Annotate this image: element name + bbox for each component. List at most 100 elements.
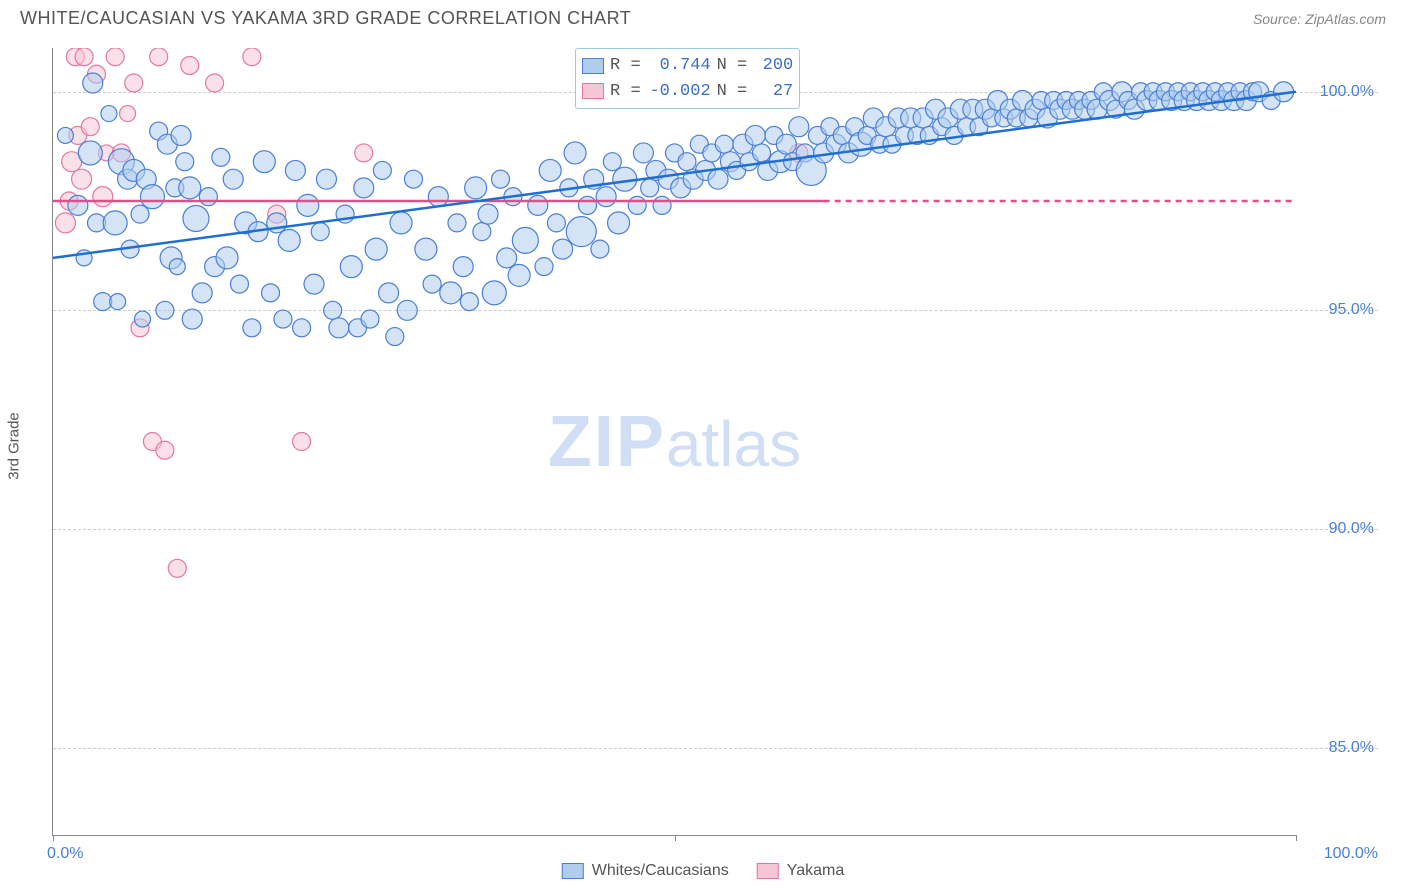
data-point: [57, 127, 73, 143]
data-point: [274, 310, 292, 328]
data-point: [285, 160, 305, 180]
xtick-mark: [675, 835, 676, 841]
data-point: [81, 118, 99, 136]
data-point: [473, 223, 491, 241]
data-point: [134, 311, 150, 327]
data-point: [176, 153, 194, 171]
data-point: [535, 258, 553, 276]
data-point: [75, 48, 93, 66]
stats-legend-box: R = 0.744 N = 200 R = -0.002 N = 27: [575, 48, 800, 109]
data-point: [453, 257, 473, 277]
data-point: [678, 153, 696, 171]
data-point: [156, 441, 174, 459]
bottom-legend: Whites/Caucasians Yakama: [562, 862, 844, 880]
data-point: [150, 48, 168, 66]
xtick-mark: [1296, 835, 1297, 841]
ytick-label: 100.0%: [1304, 83, 1378, 101]
data-point: [230, 275, 248, 293]
data-point: [528, 195, 548, 215]
data-point: [94, 293, 112, 311]
data-point: [278, 229, 300, 251]
data-point: [448, 214, 466, 232]
data-point: [361, 310, 379, 328]
data-point: [110, 294, 126, 310]
data-point: [304, 274, 324, 294]
r-value-blue: 0.744: [647, 53, 711, 79]
data-point: [183, 206, 209, 232]
data-point: [72, 169, 92, 189]
legend-swatch-blue: [582, 58, 604, 74]
data-point: [171, 125, 191, 145]
data-point: [653, 196, 671, 214]
data-point: [386, 328, 404, 346]
data-point: [179, 177, 201, 199]
data-point: [340, 256, 362, 278]
data-point: [243, 48, 261, 66]
n-label: N =: [717, 79, 748, 105]
data-point: [482, 281, 506, 305]
r-value-pink: -0.002: [647, 79, 711, 105]
n-value-pink: 27: [753, 79, 793, 105]
data-point: [216, 247, 238, 269]
data-point: [293, 433, 311, 451]
data-point: [428, 187, 448, 207]
data-point: [553, 239, 573, 259]
data-point: [633, 143, 653, 163]
data-point: [512, 227, 538, 253]
data-point: [547, 214, 565, 232]
data-point: [355, 144, 373, 162]
plot-region: R = 0.744 N = 200 R = -0.002 N = 27 ZIPa…: [52, 48, 1378, 836]
y-axis-label: 3rd Grade: [6, 412, 23, 480]
legend-item-pink: Yakama: [757, 862, 845, 880]
data-point: [206, 74, 224, 92]
data-point: [365, 238, 387, 260]
data-point: [131, 205, 149, 223]
data-point: [379, 283, 399, 303]
swatch-icon: [562, 863, 584, 879]
data-point: [93, 187, 113, 207]
ytick-label: 95.0%: [1304, 301, 1378, 319]
data-point: [293, 319, 311, 337]
data-point: [596, 187, 616, 207]
legend-item-blue: Whites/Caucasians: [562, 862, 729, 880]
data-point: [253, 151, 275, 173]
data-point: [297, 194, 319, 216]
data-point: [478, 204, 498, 224]
data-point: [120, 106, 136, 122]
data-point: [404, 170, 422, 188]
data-point: [641, 179, 659, 197]
r-label: R =: [610, 79, 641, 105]
data-point: [578, 196, 596, 214]
n-label: N =: [717, 53, 748, 79]
r-label: R =: [610, 53, 641, 79]
data-point: [316, 169, 336, 189]
data-point: [329, 318, 349, 338]
data-point: [140, 185, 164, 209]
data-point: [440, 282, 462, 304]
data-point: [106, 48, 124, 66]
data-point: [354, 178, 374, 198]
data-point: [311, 223, 329, 241]
data-point: [103, 211, 127, 235]
data-point: [708, 169, 728, 189]
data-point: [497, 248, 517, 268]
data-point: [156, 301, 174, 319]
data-point: [715, 135, 733, 153]
data-point: [169, 259, 185, 275]
stats-row-blue: R = 0.744 N = 200: [582, 53, 793, 79]
data-point: [460, 293, 478, 311]
source-label: Source: ZipAtlas.com: [1253, 11, 1386, 27]
data-point: [78, 141, 102, 165]
swatch-icon: [757, 863, 779, 879]
ytick-label: 90.0%: [1304, 520, 1378, 538]
data-point: [373, 161, 391, 179]
plot-area: R = 0.744 N = 200 R = -0.002 N = 27 ZIPa…: [52, 48, 1296, 836]
ytick-label: 85.0%: [1304, 739, 1378, 757]
data-point: [564, 142, 586, 164]
data-point: [324, 301, 342, 319]
data-point: [68, 195, 88, 215]
data-point: [539, 159, 561, 181]
xtick-label-left: 0.0%: [47, 845, 83, 863]
legend-swatch-pink: [582, 83, 604, 99]
data-point: [745, 125, 765, 145]
